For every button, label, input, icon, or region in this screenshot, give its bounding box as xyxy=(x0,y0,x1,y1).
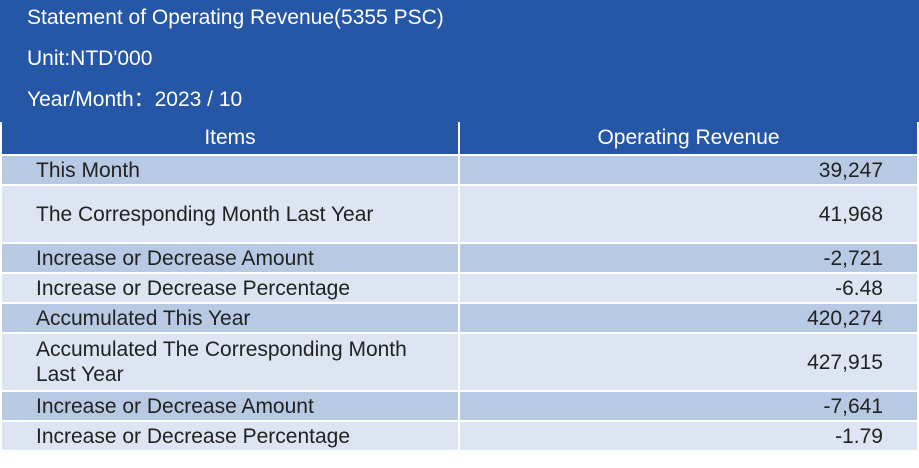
statement-header: Statement of Operating Revenue(5355 PSC)… xyxy=(0,0,919,122)
row-value-accumulated-change-amount: -7,641 xyxy=(460,392,917,420)
row-item-monthly-change-amount: Increase or Decrease Amount xyxy=(2,244,458,272)
row-item-this-month: This Month xyxy=(2,156,458,184)
row-value-this-month: 39,247 xyxy=(460,156,917,184)
row-value-same-month-last-year: 41,968 xyxy=(460,186,917,242)
table-row: The Corresponding Month Last Year 41,968 xyxy=(2,186,917,242)
column-header-items: Items xyxy=(2,122,458,154)
row-value-monthly-change-percentage: -6.48 xyxy=(460,274,917,302)
row-item-monthly-change-percentage: Increase or Decrease Percentage xyxy=(2,274,458,302)
table-row: Increase or Decrease Amount -2,721 xyxy=(2,244,917,272)
table-row: Accumulated The Corresponding Month Last… xyxy=(2,334,917,390)
row-value-accumulated-change-percentage: -1.79 xyxy=(460,422,917,450)
table-row: Increase or Decrease Percentage -6.48 xyxy=(2,274,917,302)
table-row: Increase or Decrease Amount -7,641 xyxy=(2,392,917,420)
table-row: Increase or Decrease Percentage -1.79 xyxy=(2,422,917,450)
table-header-row: Items Operating Revenue xyxy=(2,122,917,154)
unit-label: Unit:NTD'000 xyxy=(27,47,153,70)
row-item-accumulated-change-percentage: Increase or Decrease Percentage xyxy=(2,422,458,450)
revenue-table: Items Operating Revenue This Month 39,24… xyxy=(0,120,919,452)
table-row: Accumulated This Year 420,274 xyxy=(2,304,917,332)
column-header-operating-revenue: Operating Revenue xyxy=(460,122,917,154)
row-item-accumulated-change-amount: Increase or Decrease Amount xyxy=(2,392,458,420)
row-item-same-month-last-year: The Corresponding Month Last Year xyxy=(2,186,458,242)
statement-title: Statement of Operating Revenue(5355 PSC) xyxy=(27,6,444,29)
row-item-accumulated-this-year: Accumulated This Year xyxy=(2,304,458,332)
row-value-monthly-change-amount: -2,721 xyxy=(460,244,917,272)
table-row: This Month 39,247 xyxy=(2,156,917,184)
row-value-accumulated-last-year: 427,915 xyxy=(460,334,917,390)
row-value-accumulated-this-year: 420,274 xyxy=(460,304,917,332)
year-month-label: Year/Month：2023 / 10 xyxy=(27,88,243,111)
row-item-accumulated-last-year: Accumulated The Corresponding Month Last… xyxy=(2,334,458,390)
